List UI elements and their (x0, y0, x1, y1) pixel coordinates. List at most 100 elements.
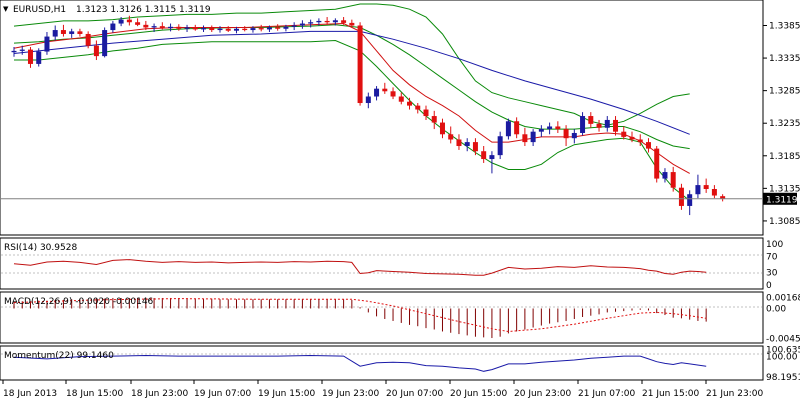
momentum-tick-label: 98.1951 (766, 373, 800, 383)
candle-body (36, 51, 42, 64)
candle-body (291, 25, 297, 27)
candle-body (538, 129, 544, 132)
time-tick-label: 18 Jun 2013 (3, 389, 57, 399)
candle-body (27, 49, 33, 64)
candlesticks (11, 15, 726, 216)
candle-body (571, 132, 577, 139)
candle-body (580, 116, 586, 133)
fast-moving-average-line (13, 22, 690, 174)
candle-body (168, 26, 174, 29)
candle-body (382, 88, 388, 92)
candle-body (464, 142, 470, 147)
candle-body (613, 119, 619, 132)
candle-body (481, 151, 487, 160)
candle-body (423, 109, 429, 117)
candle-body (390, 91, 396, 97)
candle-body (308, 22, 314, 24)
candle-body (398, 96, 404, 102)
candle-body (547, 126, 553, 130)
candle-body (60, 30, 66, 34)
time-tick-label: 21 Jun 23:00 (706, 389, 763, 399)
macd-tick-label: 0.00168 (766, 293, 800, 303)
candle-body (522, 134, 528, 143)
candle-body (52, 30, 58, 37)
time-tick-label: 19 Jun 07:00 (194, 389, 251, 399)
candle-body (44, 36, 50, 52)
candle-body (135, 22, 141, 25)
ohlc-readout: 1.3123 1.3126 1.3115 1.3119 (76, 5, 211, 15)
price-tick-label: 1.3335 (769, 54, 800, 64)
candle-body (374, 88, 380, 97)
candle-body (250, 28, 256, 31)
candle-body (407, 101, 413, 106)
sub-indicators (13, 259, 707, 372)
chart-overlays: 1.3119 (1, 192, 798, 205)
price-tick-label: 1.3235 (769, 119, 800, 129)
candle-body (258, 28, 264, 30)
price-tick-label: 1.3285 (769, 87, 800, 97)
candle-body (645, 142, 651, 149)
candle-body (233, 28, 239, 31)
time-tick-label: 20 Jun 23:00 (514, 389, 571, 399)
last-price-label: 1.3119 (766, 195, 798, 205)
candle-body (332, 20, 338, 23)
candle-body (687, 194, 693, 206)
rsi-tick-label: 0 (766, 281, 772, 291)
bollinger-upper-line (13, 3, 690, 126)
candle-body (678, 187, 684, 206)
candle-body (118, 19, 124, 24)
time-tick-label: 18 Jun 15:00 (66, 389, 123, 399)
header-arrow-icon: ▼ (3, 5, 9, 13)
candle-body (341, 20, 347, 23)
rsi-tick-label: 70 (766, 252, 778, 262)
candle-body (505, 121, 511, 137)
last-price-tag (763, 192, 797, 205)
candle-body (555, 126, 561, 130)
symbol-label: EURUSD,H1 (13, 5, 66, 15)
candle-body (110, 23, 116, 31)
candle-body (126, 19, 132, 23)
macd-title: MACD(12,26,9) -0.0020 -0.00146 (4, 297, 154, 307)
candle-body (365, 96, 371, 104)
time-tick-label: 20 Jun 15:00 (450, 389, 507, 399)
rsi-tick-label: 100 (766, 240, 783, 250)
rsi-pane[interactable] (0, 237, 764, 290)
candle-body (184, 27, 190, 29)
candle-body (431, 116, 437, 123)
candle-body (217, 28, 223, 31)
candle-body (316, 20, 322, 23)
candle-body (77, 31, 83, 34)
price-tick-label: 1.3185 (769, 152, 800, 162)
candle-body (283, 26, 289, 29)
candle-body (159, 26, 165, 29)
candle-body (497, 136, 503, 156)
axis-labels: 1.3385 1.3335 1.3285 1.3235 1.3185 1.3135 1.30… (2, 21, 800, 399)
candle-body (629, 136, 635, 140)
candle-body (720, 196, 726, 199)
candle-body (472, 142, 478, 152)
candle-body (324, 20, 330, 23)
candle-body (563, 129, 569, 139)
candle-body (670, 172, 676, 188)
time-tick-label: 21 Jun 07:00 (578, 389, 635, 399)
candle-body (275, 27, 281, 29)
rsi-title: RSI(14) 30.9528 (4, 243, 77, 253)
slow-moving-average-line (13, 30, 690, 135)
macd-tick-label: -0.00455 (766, 334, 800, 344)
candle-body (448, 134, 454, 140)
candle-body (225, 28, 231, 31)
candle-body (703, 185, 709, 190)
rsi-tick-label: 30 (766, 269, 778, 279)
candle-body (11, 50, 17, 53)
macd-signal-line (13, 298, 707, 333)
candle-body (588, 116, 594, 124)
time-tick-label: 21 Jun 15:00 (642, 389, 699, 399)
price-pane[interactable] (0, 0, 764, 236)
candle-body (69, 31, 75, 34)
candle-body (19, 49, 25, 51)
candle-body (695, 185, 701, 195)
macd-pane[interactable] (0, 291, 764, 344)
momentum-tick-label: 100.6355 (766, 346, 800, 356)
momentum-line (13, 354, 707, 372)
